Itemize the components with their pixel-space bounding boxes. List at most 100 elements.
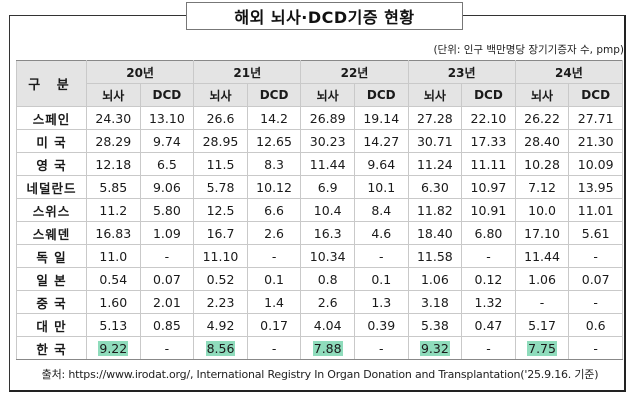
dcd-value: 10.91 [461, 198, 516, 222]
dcd-value: - [568, 244, 623, 268]
year-header: 23년 [407, 60, 516, 84]
brain-death-value: 11.82 [407, 198, 463, 222]
table-body: 스페인 24.30 13.10 26.6 14.2 26.89 19.14 27.28 22.1… [16, 106, 623, 360]
sub-header-dcd: DCD [139, 83, 195, 107]
corner-header: 구 분 [16, 60, 87, 107]
highlighted-value: 7.75 [527, 340, 557, 356]
table-row: 한 국 9.22-8.56-7.88-9.32-7.75- [16, 336, 623, 360]
brain-death-value: 30.71 [407, 129, 463, 153]
brain-death-value: 4.92 [193, 313, 248, 337]
brain-death-value: 28.29 [86, 129, 141, 153]
dcd-value: 1.4 [246, 290, 302, 314]
brain-death-value: 1.06 [407, 267, 463, 291]
brain-death-value: 5.38 [407, 313, 463, 337]
dcd-value: 13.10 [139, 106, 195, 130]
dcd-value: 27.71 [568, 106, 623, 130]
dcd-value: 0.6 [568, 313, 623, 337]
dcd-value: 11.01 [568, 198, 623, 222]
dcd-value: 14.27 [353, 129, 409, 153]
brain-death-value: 3.18 [407, 290, 463, 314]
sub-header-brain-death: 뇌사 [514, 83, 570, 107]
brain-death-value: 5.17 [514, 313, 570, 337]
sub-header-brain-death: 뇌사 [407, 83, 463, 107]
dcd-value: - [139, 244, 195, 268]
table-row: 중 국 1.60 2.01 2.23 1.4 2.6 1.3 3.18 1.32- - [16, 290, 623, 314]
donation-table: 구 분 20년 21년 22년 23년 24년 뇌사 DCD 뇌사 DCD 뇌사… [16, 60, 624, 360]
dcd-value: 22.10 [461, 106, 516, 130]
table-row: 대 만 5.13 0.85 4.92 0.17 4.04 0.39 5.38 0.47 5.17 0… [16, 313, 623, 337]
dcd-value: 13.95 [568, 175, 623, 199]
dcd-value: - [568, 336, 623, 360]
brain-death-value: 11.2 [86, 198, 141, 222]
dcd-value: 10.12 [246, 175, 302, 199]
brain-death-value: 26.22 [514, 106, 570, 130]
brain-death-value: 11.0 [86, 244, 141, 268]
dcd-value: 0.12 [461, 267, 516, 291]
country-label: 스위스 [16, 198, 87, 222]
dcd-value: 5.61 [568, 221, 623, 245]
sub-header-dcd: DCD [246, 83, 302, 107]
table-row: 스웨덴 16.83 1.09 16.7 2.6 16.3 4.6 18.40 6.80 17.10… [16, 221, 623, 245]
dcd-value: 17.33 [461, 129, 516, 153]
table-row: 네덜란드 5.85 9.06 5.78 10.12 6.9 10.1 6.30 10.97 7.1… [16, 175, 623, 199]
brain-death-value: 11.24 [407, 152, 463, 176]
brain-death-value: 11.44 [514, 244, 570, 268]
sub-header-row: 뇌사 DCD 뇌사 DCD 뇌사 DCD 뇌사 DCD 뇌사 DCD [17, 83, 623, 107]
brain-death-value: 18.40 [407, 221, 463, 245]
dcd-value: 10.97 [461, 175, 516, 199]
dcd-value: 11.11 [461, 152, 516, 176]
dcd-value: 12.65 [246, 129, 302, 153]
brain-death-value: 30.23 [300, 129, 355, 153]
brain-death-value: 5.78 [193, 175, 248, 199]
dcd-value: 1.3 [353, 290, 409, 314]
dcd-value: 10.09 [568, 152, 623, 176]
brain-death-value: 16.3 [300, 221, 355, 245]
highlighted-value: 8.56 [205, 340, 236, 356]
brain-death-value: 9.32 [407, 336, 463, 360]
sub-header-dcd: DCD [568, 83, 623, 107]
brain-death-value: 28.95 [193, 129, 248, 153]
highlighted-value: 9.32 [419, 340, 450, 356]
brain-death-value: 7.12 [514, 175, 570, 199]
dcd-value: 0.39 [353, 313, 409, 337]
highlighted-value: 9.22 [98, 340, 129, 356]
dcd-value: 8.4 [353, 198, 409, 222]
brain-death-value: - [514, 290, 570, 314]
brain-death-value: 26.89 [300, 106, 355, 130]
dcd-value: 0.07 [568, 267, 623, 291]
brain-death-value: 5.85 [86, 175, 141, 199]
dcd-value: 5.80 [139, 198, 195, 222]
dcd-value: 6.6 [246, 198, 302, 222]
highlighted-value: 7.88 [312, 340, 343, 356]
brain-death-value: 1.60 [86, 290, 141, 314]
brain-death-value: 7.88 [300, 336, 355, 360]
country-label: 중 국 [16, 290, 87, 314]
brain-death-value: 2.6 [300, 290, 355, 314]
dcd-value: 0.47 [461, 313, 516, 337]
brain-death-value: 27.28 [407, 106, 463, 130]
brain-death-value: 16.7 [193, 221, 248, 245]
country-label: 스웨덴 [16, 221, 87, 245]
source-citation: 출처: https://www.irodat.org/, Internation… [41, 368, 599, 381]
unit-note: (단위: 인구 백만명당 장기기증자 수, pmp) [433, 44, 624, 56]
brain-death-value: 11.44 [300, 152, 355, 176]
dcd-value: 0.1 [246, 267, 302, 291]
dcd-value: 8.3 [246, 152, 302, 176]
brain-death-value: 26.6 [193, 106, 248, 130]
country-label: 미 국 [16, 129, 87, 153]
sub-header-brain-death: 뇌사 [86, 83, 141, 107]
brain-death-value: 0.8 [300, 267, 355, 291]
dcd-value: 9.06 [139, 175, 195, 199]
brain-death-value: 28.40 [514, 129, 570, 153]
dcd-value: 2.01 [139, 290, 195, 314]
brain-death-value: 10.4 [300, 198, 355, 222]
brain-death-value: 11.58 [407, 244, 463, 268]
country-label: 스페인 [16, 106, 87, 130]
table-row: 영 국 12.18 6.5 11.5 8.3 11.44 9.64 11.24 11.11 10.… [16, 152, 623, 176]
year-header: 24년 [514, 60, 624, 84]
dcd-value: 6.80 [461, 221, 516, 245]
dcd-value: - [353, 244, 409, 268]
country-label: 네덜란드 [16, 175, 87, 199]
dcd-value: 10.1 [353, 175, 409, 199]
dcd-value: 14.2 [246, 106, 302, 130]
